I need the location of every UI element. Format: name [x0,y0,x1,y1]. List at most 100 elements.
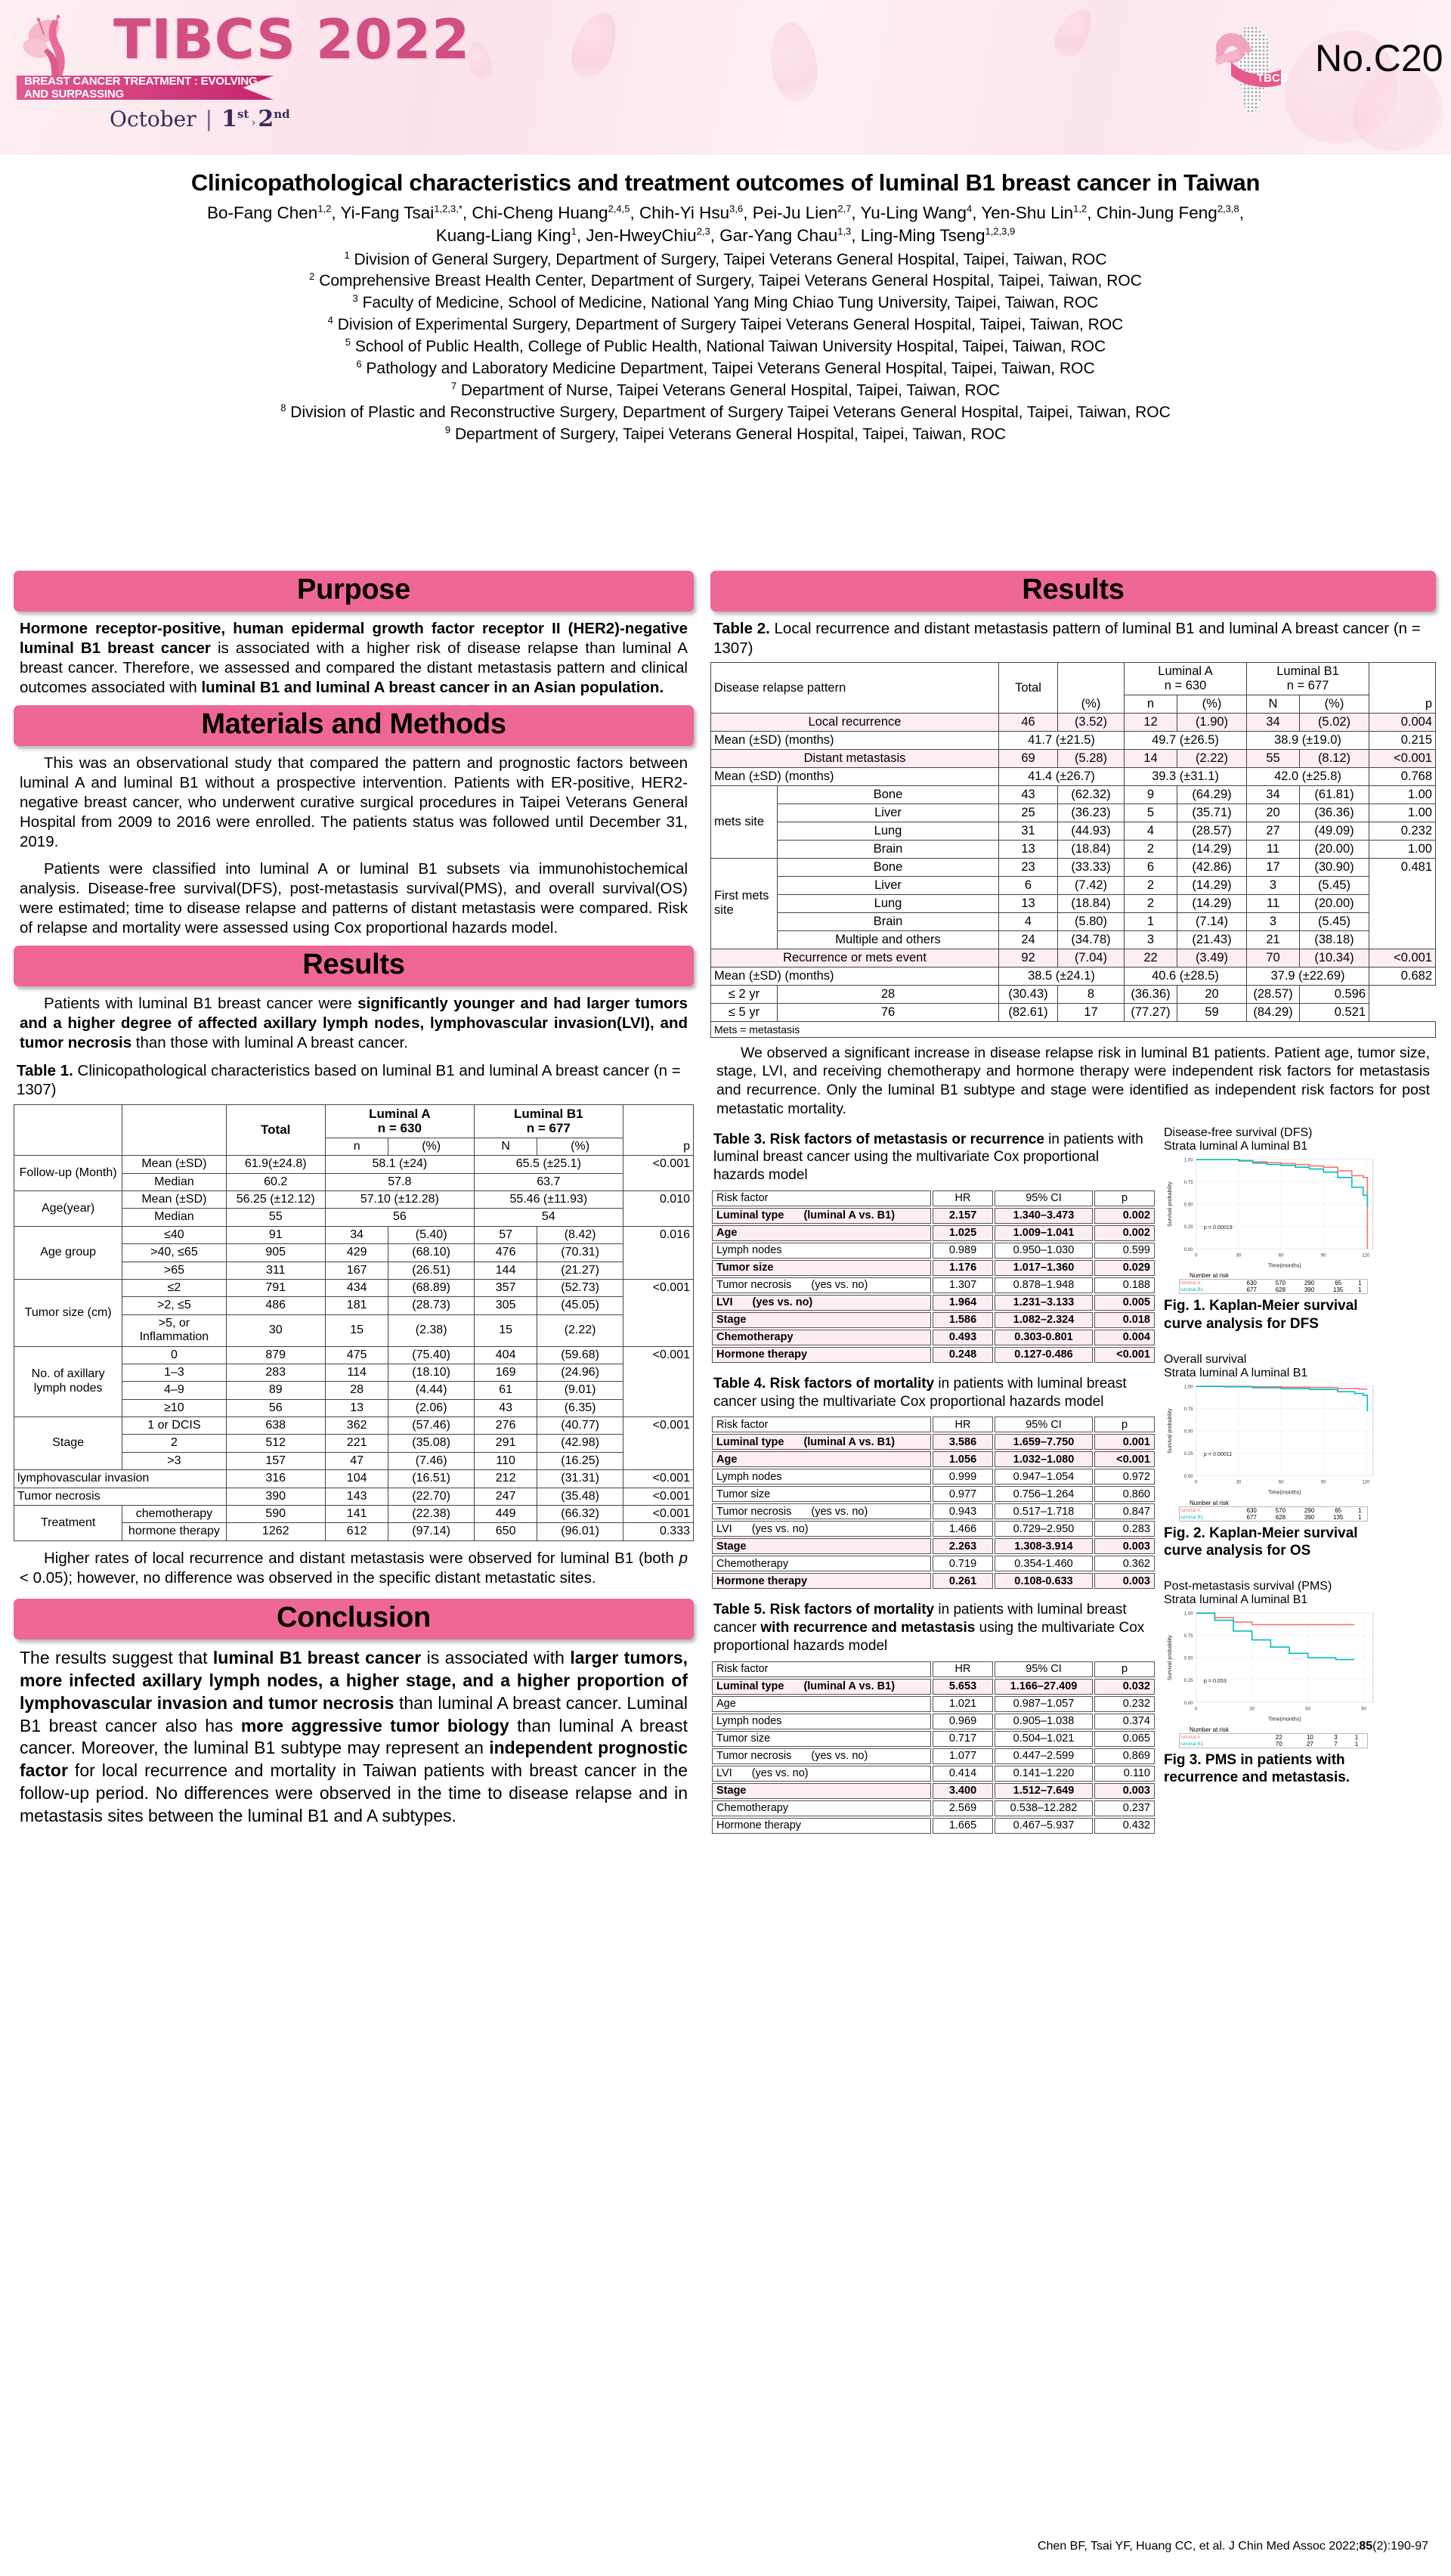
risk-value: 677 [1246,1513,1257,1521]
risk-value: 1 [1354,1733,1359,1741]
table2-cell-luminalA: 40.6 (±28.5) [1124,966,1247,986]
affiliation-item: 2 Comprehensive Breast Health Center, De… [309,271,1142,290]
svg-text:0: 0 [1195,1479,1198,1485]
cox-p: 0.847 [1094,1503,1155,1520]
cox-ci: 0.947–1.054 [995,1469,1093,1485]
table-row: Recurrence or mets event 92 (7.04) 22 (3.49)… [710,948,1436,968]
svg-text:0.75: 0.75 [1184,1633,1193,1639]
cox-p: 0.029 [1094,1259,1155,1276]
risk-series-name: luminal A [1180,1507,1201,1513]
conference-banner: TIBCS 2022 BREAST CANCER TREATMENT : EVO… [0,0,1451,155]
table1-row-label: 1–3 [122,1363,227,1382]
cox-p: 0.110 [1094,1765,1155,1782]
cox-hr: 0.969 [933,1713,993,1729]
table1-cell-b-pct: (6.35) [537,1398,623,1418]
cox-hr: 0.414 [933,1765,993,1782]
right-column: Results Table 2. Local recurrence and di… [710,571,1436,1835]
table1-subcol-pct-b: (%) [537,1137,623,1156]
chart-ylabel: Survival probability [1167,1635,1173,1680]
cox-p: 0.860 [1094,1486,1155,1503]
table-row: Hormone therapy 1.665 0.467–5.937 0.432 [712,1817,1155,1834]
risk-value: 628 [1275,1513,1286,1521]
risk-value: 1 [1358,1280,1362,1287]
risk-row: luminal A 22 10 3 1 [1180,1733,1368,1741]
table2-cell-b-pct: (5.45) [1299,912,1369,931]
chart-xlabel: Time(months) [1268,1717,1301,1723]
cox-risk-factor: Lymph nodes [712,1713,931,1729]
table2-cell-pct: (36.23) [1057,803,1125,822]
risk-value: 290 [1304,1280,1315,1287]
risk-value: 1 [1358,1286,1362,1294]
table2-cell-a-n: 9 [1124,785,1177,804]
table1-subcol-pct-a: (%) [388,1137,475,1156]
cox-risk-factor: Hormone therapy [712,1573,931,1590]
table2-cell-pct: (82.61) [998,1002,1058,1022]
cox-p: 0.002 [1094,1207,1155,1224]
table-row: Treatment chemotherapy 590 141 (22.38) 449 (66… [13,1505,695,1541]
affiliation-item: 1 Division of General Surgery, Departmen… [344,249,1107,268]
table2-col-pattern: Disease relapse pattern [710,662,999,714]
cox-hr: 2.263 [933,1538,993,1555]
cox-hr: 1.176 [933,1259,993,1276]
table3-col-hr: HR [933,1190,993,1206]
cox-risk-factor: Stage [712,1311,931,1328]
cox-p: 0.232 [1094,1695,1155,1712]
table2-cell-a-n: 1 [1124,912,1177,931]
table1-cell-b-n: 144 [473,1261,538,1280]
cox-hr: 2.569 [933,1800,993,1816]
table2-cell-p: 0.004 [1369,713,1436,732]
table2-cell-pct: (33.33) [1057,857,1125,877]
risk-value: 390 [1304,1513,1315,1521]
svg-text:0.50: 0.50 [1184,1656,1193,1661]
table1-cell-total: 283 [225,1363,326,1382]
author-list: Bo-Fang Chen1,2, Yi-Fang Tsai1,2,3,*, Ch… [30,202,1421,246]
table2-cell-a-n: 12 [1124,713,1177,732]
table2-body: Local recurrence 46 (3.52) 12 (1.90) 34 (5.02)… [710,713,1436,1022]
cox-ci: 0.108-0.633 [995,1573,1093,1590]
cox-ci: 0.447–2.599 [995,1748,1093,1764]
table2-row-label: Lung [777,821,999,841]
table2-cell-a-pct: (14.29) [1177,875,1247,895]
table2-cell-pct: (7.42) [1057,875,1125,895]
risk-value: 65 [1335,1280,1342,1287]
table2-cell-pct: (62.32) [1057,785,1125,804]
table2-subcol-n-a: n [1124,695,1177,714]
table-row: Local recurrence 46 (3.52) 12 (1.90) 34 (5.02)… [710,713,1436,732]
cox-hr: 1.665 [933,1817,993,1834]
table1-col-luminalB1: Luminal B1 n = 677 [473,1104,623,1138]
table2-row-label: Liver [777,803,999,822]
table-row: Luminal type (luminal A vs. B1) 3.586 1.659… [712,1434,1155,1451]
cox-p: 0.283 [1094,1521,1155,1537]
table1-cell-p: <0.001 [622,1469,695,1488]
table2-cell-p: 1.00 [1369,839,1436,859]
poster-title-block: Clinicopathological characteristics and … [0,155,1451,445]
table1-cell-total: 60.2 [225,1172,326,1192]
svg-text:0.75: 0.75 [1184,1407,1193,1412]
risk-value: 1 [1354,1740,1359,1748]
svg-text:1.00: 1.00 [1184,1612,1193,1617]
table1-col-total: Total [225,1104,326,1156]
table-row: Lymph nodes 0.999 0.947–1.054 0.972 [712,1469,1155,1485]
tbcs-taiwan-logo-icon: TBCS [1215,26,1288,115]
chart-xlabel: Time(months) [1268,1262,1301,1268]
number-at-risk-title: Number at risk [1190,1726,1230,1733]
table2-footer: Mets = metastasis [710,1020,1436,1038]
svg-text:30: 30 [1236,1252,1242,1258]
table-row: Brain 13 (18.84) 2 (14.29) 11 (20.00) 1.00 [711,839,1436,859]
chart-title: Disease-free survival (DFS) [1164,1125,1313,1139]
table2-cell-b-pct: (61.81) [1299,785,1369,804]
number-at-risk-title: Number at risk [1190,1272,1230,1280]
table2-row-label: Brain [777,912,999,931]
table-row: Liver 25 (36.23) 5 (35.71) 20 (36.36) 1.00 [711,803,1436,822]
table2-col-pct: (%) [1057,662,1125,714]
figure-caption: Fig. 2. Kaplan-Meier survival curve anal… [1164,1525,1358,1559]
table2-cell-b-pct: (20.00) [1299,839,1369,859]
cox-risk-factor: Lymph nodes [712,1469,931,1485]
cox-risk-factor: Tumor size [712,1730,931,1747]
tbcs-logo-text: TBCS [1257,72,1288,85]
table1-cell-a-pct: (22.70) [388,1487,475,1506]
table3-col-risk-factor: Risk factor [712,1190,931,1206]
table2-cell-total: 31 [998,821,1058,841]
table2-cell-a-pct: (35.71) [1177,803,1247,822]
